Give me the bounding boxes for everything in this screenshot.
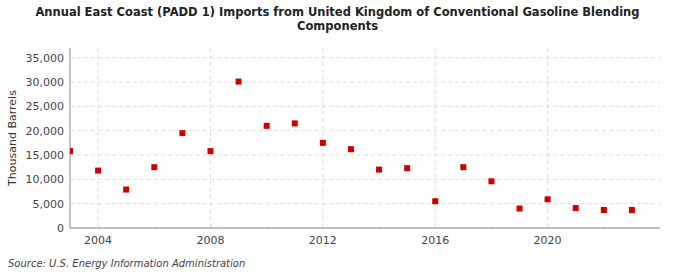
chart: Annual East Coast (PADD 1) Imports from …	[0, 0, 675, 275]
x-tick-label: 2008	[196, 234, 224, 247]
grid-line-x	[98, 48, 99, 228]
point	[264, 123, 270, 129]
point	[207, 148, 213, 154]
point	[348, 146, 354, 152]
point	[376, 167, 382, 173]
grid	[70, 48, 660, 228]
grid-line-y	[70, 203, 660, 204]
grid-line-y	[70, 57, 660, 58]
title-line: Annual East Coast (PADD 1) Imports from …	[35, 5, 639, 19]
point	[95, 168, 101, 174]
title: Annual East Coast (PADD 1) Imports from …	[35, 5, 639, 33]
x-tick-label: 2016	[421, 234, 449, 247]
grid-line-y	[70, 106, 660, 107]
point	[573, 205, 579, 211]
y-tick-label: 10,000	[26, 173, 65, 186]
grid-line-y	[70, 228, 660, 229]
y-tick-label: 0	[57, 222, 64, 235]
point	[70, 148, 73, 154]
y-axis-label: Thousand Barrels	[6, 90, 19, 187]
y-axis-line	[70, 48, 71, 228]
x-tick-label: 2012	[309, 234, 337, 247]
y-tick-label: 15,000	[26, 149, 65, 162]
y-tick-label: 25,000	[26, 100, 65, 113]
point	[236, 79, 242, 85]
grid-line-y	[70, 179, 660, 180]
point	[151, 164, 157, 170]
point	[179, 130, 185, 136]
point	[292, 120, 298, 126]
points	[70, 79, 635, 213]
x-axis-line	[70, 228, 660, 229]
x-tick-label: 2004	[84, 234, 112, 247]
point	[517, 206, 523, 212]
y-tick-label: 30,000	[26, 76, 65, 89]
y-tick-label: 20,000	[26, 125, 65, 138]
grid-line-x	[210, 48, 211, 228]
point	[320, 140, 326, 146]
title-line: Components	[297, 19, 378, 33]
point	[545, 196, 551, 202]
point	[629, 207, 635, 213]
point	[404, 165, 410, 171]
grid-line-y	[70, 82, 660, 83]
point	[460, 164, 466, 170]
grid-line-x	[322, 48, 323, 228]
point	[488, 178, 494, 184]
grid-line-y	[70, 155, 660, 156]
point	[123, 187, 129, 193]
point	[601, 207, 607, 213]
y-tick-label: 5,000	[33, 198, 65, 211]
x-tick-label: 2020	[534, 234, 562, 247]
grid-line-y	[70, 130, 660, 131]
point	[432, 198, 438, 204]
annotation: Source: U.S. Energy Information Administ…	[8, 258, 245, 269]
y-tick-label: 35,000	[26, 52, 65, 65]
